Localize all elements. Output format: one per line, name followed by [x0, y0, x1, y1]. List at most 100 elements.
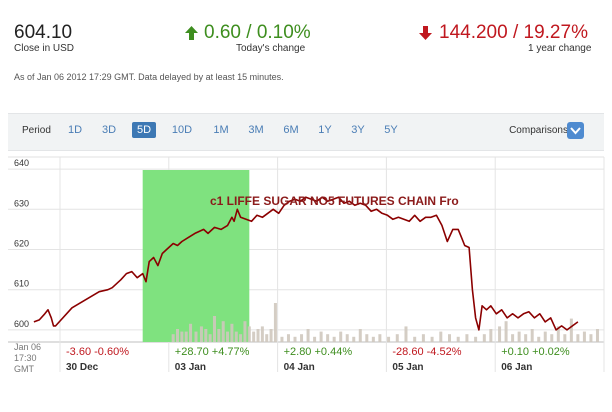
corner-time: 17:30 [14, 353, 37, 363]
volume-bar [371, 336, 375, 342]
period-1m[interactable]: 1M [213, 124, 229, 136]
volume-bar [306, 329, 310, 342]
volume-bar [413, 336, 417, 342]
volume-bar [265, 334, 269, 342]
volume-bar [517, 331, 521, 342]
volume-bar [489, 329, 493, 342]
volume-bar [404, 326, 408, 342]
volume-bar [247, 326, 251, 342]
year-change-label: 1 year change [528, 43, 592, 54]
period-5y[interactable]: 5Y [384, 124, 398, 136]
volume-bar [430, 336, 434, 342]
volume-bar [439, 331, 443, 342]
y-tick-label: 620 [14, 239, 29, 249]
volume-bar [212, 316, 216, 342]
volume-bar [184, 331, 188, 342]
x-tick-label: 30 Dec [66, 362, 99, 373]
volume-bar [313, 336, 317, 342]
volume-bar [293, 336, 297, 342]
volume-bar [465, 334, 469, 342]
y-tick-label: 600 [14, 319, 29, 329]
volume-bar [176, 329, 180, 342]
price-label: Close in USD [14, 43, 75, 54]
volume-bar [524, 334, 528, 342]
volume-bar [378, 334, 382, 342]
volume-bar [365, 334, 369, 342]
up-arrow-icon [185, 26, 198, 45]
volume-bar [194, 331, 198, 342]
period-1y[interactable]: 1Y [318, 124, 332, 136]
volume-bar [221, 321, 225, 342]
volume-bar [345, 334, 349, 342]
volume-bar [217, 329, 221, 342]
volume-bar [569, 318, 573, 342]
volume-bar [189, 323, 193, 342]
volume-bar [582, 331, 586, 342]
comparisons-label: Comparisons [509, 125, 568, 136]
volume-bar [208, 334, 212, 342]
y-tick-label: 640 [14, 158, 29, 168]
down-arrow-icon [419, 26, 432, 45]
volume-bar [474, 336, 478, 342]
year-change: 144.200 / 19.27% [439, 22, 588, 43]
day-change-label: -28.60 -4.52% [392, 346, 461, 358]
volume-bar [256, 329, 260, 342]
volume-bar [204, 329, 208, 342]
volume-bar [530, 329, 534, 342]
volume-bar [550, 334, 554, 342]
volume-bar [273, 303, 277, 342]
volume-bar [226, 331, 230, 342]
comparisons-dropdown-button[interactable] [567, 122, 584, 139]
price-line [33, 196, 579, 331]
day-change-label: +28.70 +4.77% [175, 346, 250, 358]
x-tick-label: 03 Jan [175, 362, 206, 373]
period-1d[interactable]: 1D [67, 124, 83, 136]
volume-bar [595, 329, 599, 342]
volume-bar [199, 326, 203, 342]
period-6m[interactable]: 6M [283, 124, 299, 136]
volume-bar [358, 329, 362, 342]
highlight-band [142, 170, 250, 342]
x-tick-label: 06 Jan [501, 362, 532, 373]
volume-bar [239, 334, 243, 342]
period-3m[interactable]: 3M [248, 124, 264, 136]
volume-bar [269, 329, 273, 342]
volume-bar [260, 326, 264, 342]
volume-bar [456, 336, 460, 342]
volume-bar [421, 334, 425, 342]
last-price: 604.10 [14, 22, 73, 43]
volume-bar [326, 334, 330, 342]
today-change-label: Today's change [236, 43, 306, 54]
period-3y[interactable]: 3Y [351, 124, 365, 136]
volume-bar [511, 334, 515, 342]
period-10d[interactable]: 10D [171, 124, 193, 136]
chart-title: c1 LIFFE SUGAR NO5 FUTURES CHAIN Fro [210, 194, 459, 208]
volume-bar [448, 334, 452, 342]
corner-date: Jan 06 [14, 342, 41, 352]
as-of-note: As of Jan 06 2012 17:29 GMT. Data delaye… [14, 72, 284, 82]
volume-bar [339, 331, 343, 342]
volume-bar [504, 321, 508, 342]
volume-bar [171, 334, 175, 342]
volume-bar [537, 336, 541, 342]
volume-bar [482, 334, 486, 342]
volume-bar [395, 334, 399, 342]
volume-bar [332, 336, 336, 342]
period-5d[interactable]: 5D [132, 122, 156, 138]
volume-bar [280, 336, 284, 342]
x-tick-label: 05 Jan [392, 362, 423, 373]
volume-bar [180, 331, 184, 342]
volume-bar [234, 331, 238, 342]
day-change-label: -3.60 -0.60% [66, 346, 129, 358]
y-tick-label: 630 [14, 198, 29, 208]
period-3d[interactable]: 3D [101, 124, 117, 136]
volume-bar [589, 334, 593, 342]
volume-bar [556, 326, 560, 342]
period-toolbar: Period 1D 3D 5D 10D 1M 3M 6M 1Y 3Y 5Y Co… [8, 113, 604, 151]
volume-bar [243, 321, 247, 342]
today-change: 0.60 / 0.10% [204, 22, 311, 43]
volume-bar [352, 336, 356, 342]
volume-bar [286, 334, 290, 342]
period-label: Period [22, 125, 51, 136]
